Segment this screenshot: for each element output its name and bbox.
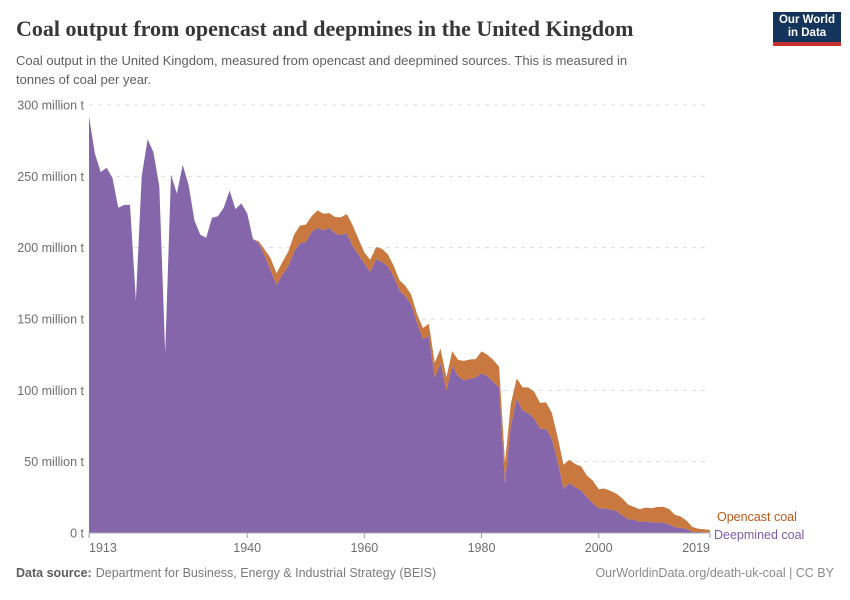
area-opencast-coal[interactable] [89, 116, 710, 533]
x-tick-label: 2019 [682, 541, 710, 555]
chart-subtitle: Coal output in the United Kingdom, measu… [16, 51, 736, 89]
x-tick-label: 1960 [350, 541, 378, 555]
area-deepmined-coal[interactable] [89, 116, 710, 534]
x-tick-label: 1913 [89, 541, 117, 555]
footer-link[interactable]: OurWorldinData.org/death-uk-coal | CC BY [595, 566, 834, 580]
y-tick-label: 0 t [70, 527, 84, 541]
legend-label-deepmined[interactable]: Deepmined coal [714, 528, 805, 542]
chart-footer: Data source: Department for Business, Ene… [16, 566, 834, 580]
logo-text-line-2: in Data [787, 27, 827, 39]
x-tick-label: 1980 [468, 541, 496, 555]
data-source: Data source: Department for Business, Ene… [16, 566, 436, 580]
y-tick-label: 150 million t [17, 313, 84, 327]
y-tick-label: 250 million t [17, 170, 84, 184]
x-tick-label: 2000 [585, 541, 613, 555]
chart-title: Coal output from opencast and deepmines … [16, 16, 634, 41]
y-tick-label: 50 million t [24, 455, 84, 469]
data-source-text: Department for Business, Energy & Indust… [95, 566, 437, 580]
legend-label-opencast[interactable]: Opencast coal [717, 510, 797, 524]
data-source-label: Data source: [16, 566, 92, 580]
logo-text-line-1: Our World [778, 13, 835, 26]
owid-logo[interactable]: Our World in Data [773, 12, 841, 46]
y-tick-label: 200 million t [17, 241, 84, 255]
x-tick-label: 1940 [233, 541, 261, 555]
subtitle-line-2: tonnes of coal per year. [16, 72, 152, 87]
subtitle-line-1: Coal output in the United Kingdom, measu… [16, 53, 628, 68]
y-tick-label: 100 million t [17, 384, 84, 398]
y-tick-label: 300 million t [17, 99, 84, 113]
